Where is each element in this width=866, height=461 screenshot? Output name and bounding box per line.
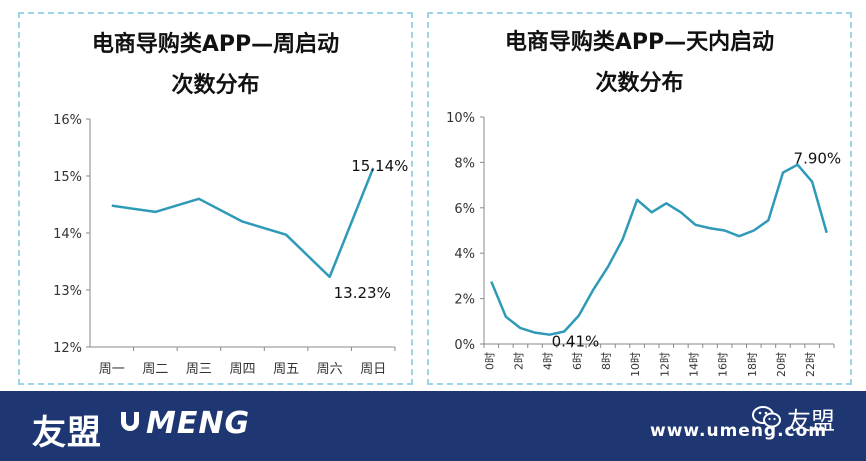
hourly-y-tick-label: 8% — [454, 156, 475, 171]
weekly-chart-panel: 电商导购类APP—周启动 次数分布 12% 13% 14% 15% 16% 周一 周二 周三 周… — [18, 12, 413, 385]
hourly-data-label: 7.90% — [794, 150, 842, 168]
weekly-x-tick-label: 周五 — [273, 362, 299, 377]
hourly-x-tick-label: 8时 — [600, 352, 613, 370]
footer-banner: 友盟 MENG www.umeng.com 友盟 — [0, 391, 866, 461]
weekly-y-tick-label: 13% — [53, 284, 82, 299]
umeng-logo-icon — [121, 412, 139, 431]
logo-text-cn: 友盟 — [32, 413, 102, 453]
weekly-x-tick-label: 周二 — [142, 362, 168, 377]
hourly-x-tick-label: 22时 — [804, 352, 817, 377]
hourly-series-line — [490, 163, 828, 336]
weekly-data-label: 15.14% — [351, 157, 408, 175]
hourly-chart-title-line2: 次数分布 — [595, 71, 684, 96]
hourly-x-tick-label: 14时 — [687, 352, 700, 377]
weekly-y-tick-label: 14% — [53, 227, 82, 242]
hourly-x-tick-label: 20时 — [775, 352, 788, 377]
wechat-icon — [752, 406, 781, 428]
weekly-x-tick-label: 周六 — [317, 362, 343, 377]
hourly-y-tick-label: 0% — [454, 338, 475, 353]
weekly-y-tick-label: 12% — [53, 341, 82, 356]
weekly-chart-title-line2: 次数分布 — [171, 73, 260, 98]
weekly-x-tick-label: 周四 — [229, 362, 255, 377]
hourly-x-tick-label: 10时 — [629, 352, 642, 377]
hourly-chart-plot: 0% 2% 4% 6% 8% 10% 0时 2时 4时 6时 8时 10时 12时 14时 16时 18时 20… — [446, 111, 842, 377]
logo-text-en: MENG — [146, 406, 251, 441]
hourly-x-tick-label: 6时 — [571, 352, 584, 370]
weekly-chart-title-line1: 电商导购类APP—周启动 — [91, 32, 340, 57]
weekly-chart-plot: 12% 13% 14% 15% 16% 周一 周二 周三 周四 周五 周六 周日 13.23% 15.14… — [53, 113, 408, 377]
hourly-x-tick-label: 18时 — [746, 352, 759, 377]
weekly-x-tick-label: 周日 — [360, 362, 386, 377]
hourly-y-tick-label: 10% — [446, 111, 475, 126]
hourly-x-tick-label: 0时 — [483, 352, 496, 370]
weekly-y-tick-label: 15% — [53, 170, 82, 185]
weekly-x-tick-label: 周一 — [99, 362, 125, 377]
hourly-y-tick-label: 2% — [454, 293, 475, 308]
weekly-data-label: 13.23% — [334, 284, 391, 302]
hourly-y-tick-label: 6% — [454, 202, 475, 217]
weekly-y-tick-label: 16% — [53, 113, 82, 128]
hourly-x-tick-label: 16时 — [717, 352, 730, 377]
weekly-series-line — [111, 167, 375, 279]
hourly-y-tick-label: 4% — [454, 247, 475, 262]
hourly-data-label: 0.41% — [552, 333, 600, 351]
wechat-account-label: 友盟 — [787, 407, 835, 435]
hourly-x-tick-label: 2时 — [512, 352, 525, 370]
hourly-chart-panel: 电商导购类APP—天内启动 次数分布 0% 2% 4% 6% 8% 10% 0时 2时 4时 6时… — [427, 12, 852, 385]
hourly-chart-title-line1: 电商导购类APP—天内启动 — [504, 30, 775, 55]
website-url: www.umeng.com — [650, 421, 828, 441]
hourly-x-tick-label: 12时 — [658, 352, 671, 377]
hourly-x-tick-label: 4时 — [542, 352, 555, 370]
weekly-x-tick-label: 周三 — [186, 362, 212, 377]
